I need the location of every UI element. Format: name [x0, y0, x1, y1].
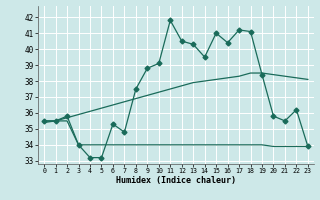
X-axis label: Humidex (Indice chaleur): Humidex (Indice chaleur) — [116, 176, 236, 185]
